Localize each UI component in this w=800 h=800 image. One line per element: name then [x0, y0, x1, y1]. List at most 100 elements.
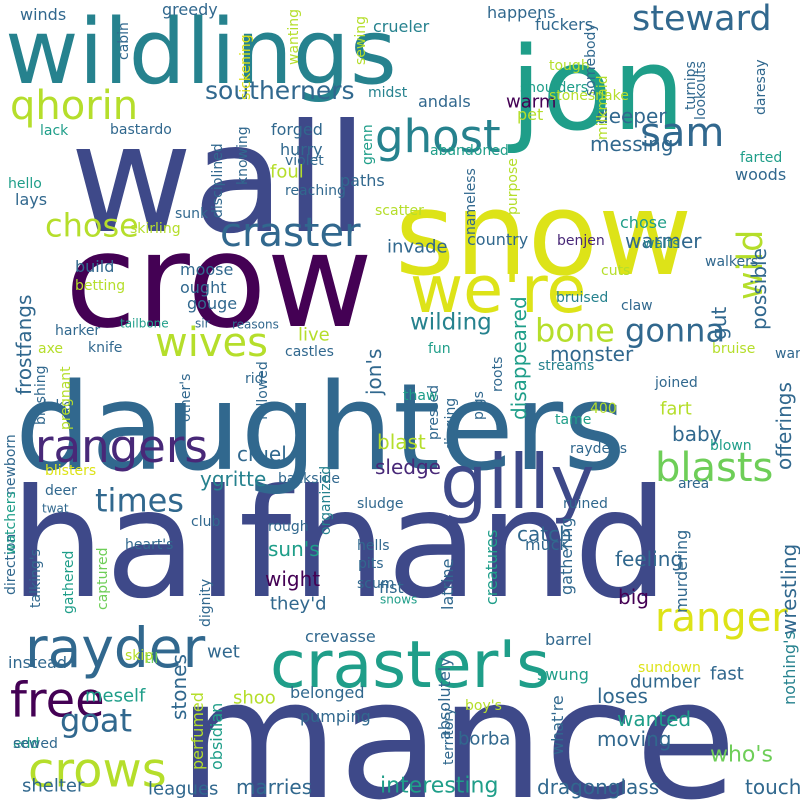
cloud-word: they'd: [270, 593, 327, 615]
cloud-word: craster: [220, 210, 361, 256]
cloud-word: hells: [357, 537, 390, 554]
cloud-word: invade: [387, 236, 448, 258]
cloud-word: borba: [458, 728, 511, 750]
cloud-word: deeper: [596, 104, 667, 128]
cloud-word: fuckers: [535, 15, 594, 35]
cloud-word: nothing's: [780, 631, 800, 705]
cloud-word: scatter: [375, 202, 424, 219]
cloud-word: blisters: [45, 462, 97, 479]
cloud-word: chose: [45, 206, 139, 245]
cloud-word: sewed: [13, 735, 58, 752]
cloud-word: feeling: [615, 547, 684, 571]
cloud-word: wanted: [617, 707, 692, 731]
cloud-word: somebody: [582, 23, 599, 96]
cloud-word: wives: [155, 320, 268, 366]
cloud-word: deer: [45, 482, 77, 499]
cloud-word: abandoned: [430, 142, 509, 159]
cloud-word: sundown: [638, 659, 701, 676]
cloud-word: leagues: [148, 778, 219, 800]
cloud-word: pet: [517, 105, 544, 125]
cloud-word: barrel: [545, 630, 592, 650]
cloud-word: lack: [40, 122, 69, 139]
cloud-word: pigs: [470, 391, 487, 420]
cloud-word: talking's: [27, 549, 44, 608]
cloud-word: wight: [265, 567, 321, 591]
cloud-word: fart: [660, 398, 692, 420]
cloud-word: sun's: [268, 537, 320, 561]
cloud-word: rayder's: [570, 440, 628, 457]
cloud-word: jon: [510, 23, 686, 157]
cloud-word: waits: [643, 235, 680, 252]
cloud-word: cabin: [115, 22, 132, 60]
cloud-word: pumping: [300, 707, 371, 727]
cloud-word: dragonglass: [537, 775, 660, 799]
cloud-word: country: [467, 230, 529, 250]
cloud-word: paths: [340, 171, 385, 191]
cloud-word: sir: [195, 316, 210, 331]
cloud-word: dignity: [197, 578, 214, 627]
cloud-word: who's: [710, 742, 773, 768]
cloud-word: snows: [380, 592, 418, 607]
cloud-word: sam: [640, 110, 725, 156]
cloud-word: obsidian: [207, 702, 227, 770]
cloud-word: tame: [555, 411, 592, 428]
cloud-word: times: [95, 481, 184, 520]
cloud-word: bone: [535, 311, 615, 350]
cloud-word: midst: [368, 84, 408, 101]
cloud-word: winds: [20, 5, 67, 25]
cloud-word: sledge: [375, 455, 441, 479]
cloud-word: scum: [357, 575, 395, 592]
cloud-word: blown: [710, 437, 752, 454]
cloud-word: mance: [178, 644, 737, 800]
cloud-word: rayder: [25, 616, 206, 680]
cloud-word: thaw: [403, 387, 438, 404]
cloud-word: belonged: [290, 683, 365, 703]
cloud-word: wildlings: [5, 0, 397, 105]
cloud-word: warmth: [775, 345, 800, 362]
cloud-word: tough: [549, 57, 590, 74]
cloud-word: til: [145, 650, 159, 667]
cloud-word: fast: [710, 663, 744, 685]
cloud-word: rangers: [35, 420, 208, 473]
cloud-word: organized: [317, 465, 334, 535]
cloud-word: baby: [672, 422, 722, 446]
cloud-word: free: [10, 672, 105, 729]
cloud-word: snow: [395, 168, 693, 302]
cloud-word: cruel: [237, 442, 287, 466]
cloud-word: murdering: [672, 529, 692, 613]
cloud-word: pits: [358, 555, 384, 572]
cloud-word: stones: [167, 654, 191, 720]
cloud-word: gouge: [187, 294, 238, 314]
cloud-word: joined: [655, 374, 698, 391]
cloud-word: area: [678, 475, 710, 492]
cloud-word: big: [618, 585, 649, 609]
cloud-word: ranger: [655, 595, 788, 641]
cloud-word: tailbone: [120, 316, 169, 331]
cloud-word: streams: [538, 357, 595, 374]
cloud-word: build: [75, 257, 115, 277]
cloud-word: reasons: [232, 317, 279, 332]
cloud-word: andals: [418, 92, 471, 112]
cloud-word: blast: [377, 430, 426, 454]
cloud-word: wanting: [285, 8, 302, 65]
cloud-word: lays: [15, 190, 48, 210]
cloud-word: offerings: [772, 382, 796, 470]
cloud-word: wilding: [410, 309, 492, 336]
cloud-word: nameless: [462, 168, 479, 235]
cloud-word: muck: [525, 535, 569, 555]
cloud-word: ruined: [563, 495, 608, 512]
cloud-word: club: [191, 513, 221, 530]
cloud-word: sickening: [237, 34, 254, 100]
cloud-word: daughters: [15, 359, 626, 498]
cloud-word: newborn: [2, 434, 19, 495]
cloud-word: purpose: [504, 158, 521, 215]
cloud-word: jon's: [362, 348, 386, 395]
cloud-word: bruised: [556, 289, 609, 306]
cloud-word: claw: [621, 297, 653, 314]
cloud-word: lake: [43, 397, 72, 414]
cloud-word: digging: [442, 397, 459, 450]
cloud-word: disappeared: [507, 296, 531, 420]
cloud-word: creatures: [482, 529, 502, 606]
cloud-word: gathered: [60, 550, 77, 614]
cloud-word: wall: [70, 93, 368, 267]
